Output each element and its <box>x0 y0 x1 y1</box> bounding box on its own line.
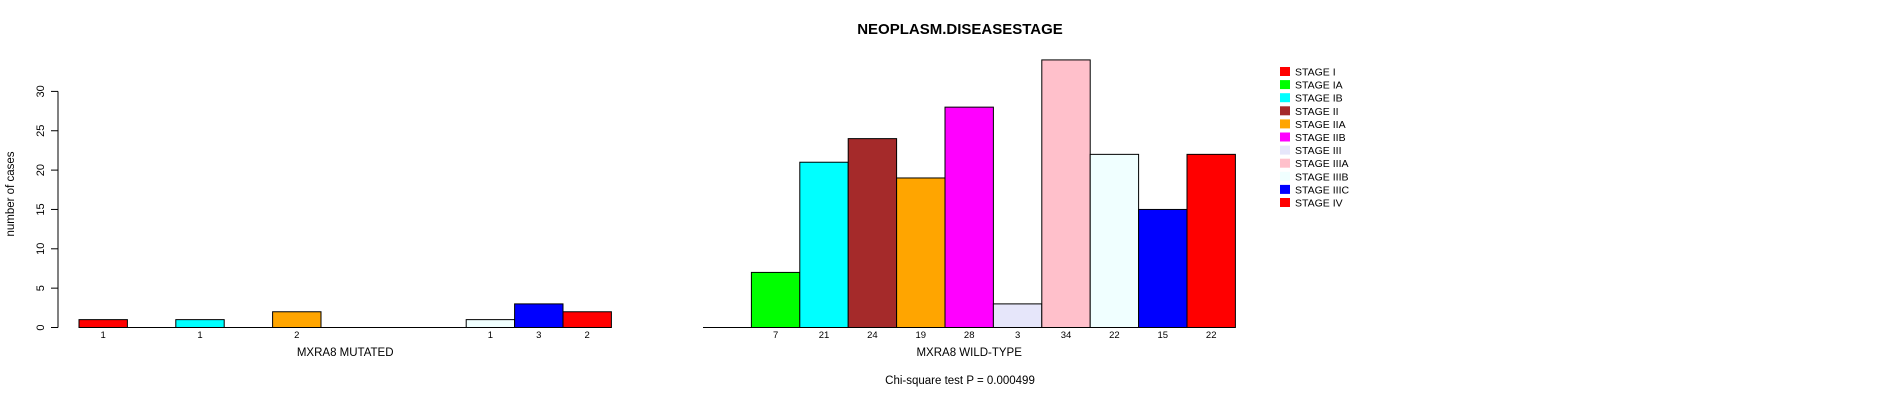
y-tick-label: 5 <box>35 285 47 291</box>
legend-swatch <box>1280 171 1290 181</box>
bar <box>944 106 994 328</box>
bar-value-label: 34 <box>1061 330 1072 341</box>
legend-label: STAGE IV <box>1295 198 1343 210</box>
group-labels: MXRA8 MUTATED MXRA8 WILD-TYPE <box>297 347 1022 359</box>
legend-swatch <box>1280 132 1290 142</box>
bar-value-label: 2 <box>294 330 299 341</box>
y-tick-label: 25 <box>35 125 47 137</box>
legend-swatch <box>1280 198 1290 207</box>
chart-title: NEOPLASM.DISEASESTAGE <box>857 21 1063 38</box>
bar <box>514 303 564 329</box>
y-tick-label: 10 <box>35 243 47 255</box>
y-tick-label: 0 <box>35 324 47 330</box>
bar <box>1089 153 1140 328</box>
bar <box>1041 59 1091 328</box>
bar-value-label: 15 <box>1158 330 1169 341</box>
bar-value-label: 7 <box>773 330 778 341</box>
legend-label: STAGE IIIC <box>1295 184 1349 196</box>
bar <box>1138 208 1188 328</box>
legend-label: STAGE I <box>1295 67 1336 79</box>
legend-swatch <box>1280 67 1290 76</box>
y-tick-label: 30 <box>35 85 47 97</box>
legend-label: STAGE II <box>1295 106 1339 118</box>
y-tick-label: 20 <box>35 164 47 176</box>
bar-value-label: 3 <box>536 330 541 341</box>
bar-value-label: 1 <box>488 330 493 341</box>
legend-swatch <box>1280 106 1290 116</box>
legend-swatch <box>1280 119 1290 129</box>
y-axis-label: number of cases <box>5 151 17 236</box>
bar <box>465 319 516 329</box>
bar <box>992 303 1043 329</box>
group-label: MXRA8 MUTATED <box>297 347 394 359</box>
bar-value-label: 22 <box>1109 330 1120 341</box>
bar-value-label: 24 <box>867 330 878 341</box>
bar <box>799 161 849 328</box>
bar <box>562 311 612 329</box>
bar <box>78 319 128 329</box>
legend-label: STAGE IB <box>1295 93 1343 105</box>
legend-swatch <box>1280 145 1290 155</box>
y-tick-label: 15 <box>35 203 47 215</box>
legend-swatch <box>1280 93 1290 103</box>
legend-swatch <box>1280 184 1290 194</box>
legend-label: STAGE IIIA <box>1295 158 1348 170</box>
bar-value-label: 3 <box>1015 330 1020 341</box>
bar-value-label: 1 <box>101 330 106 341</box>
bar-value-label: 19 <box>916 330 927 341</box>
bar-value-label: 2 <box>585 330 590 341</box>
bar-value-label: 22 <box>1206 330 1217 341</box>
bar <box>175 319 225 329</box>
legend-swatch <box>1280 80 1290 90</box>
bar-value-label: 1 <box>197 330 202 341</box>
bar <box>272 311 322 329</box>
bar <box>750 271 801 329</box>
y-axis: 0 5 10 15 20 25 30 <box>35 85 59 331</box>
legend-label: STAGE IIA <box>1295 119 1346 131</box>
bar-value-label: 28 <box>964 330 975 341</box>
bar-labels: 1 1 2 1 3 2 7 21 24 19 28 3 34 22 15 22 <box>101 330 1217 341</box>
bars <box>78 59 1236 329</box>
chi-square-footnote: Chi-square test P = 0.000499 <box>885 375 1035 387</box>
legend-label: STAGE IIB <box>1295 132 1346 144</box>
legend-label: STAGE III <box>1295 145 1341 157</box>
legend-label: STAGE IA <box>1295 80 1343 92</box>
bar-value-label: 21 <box>819 330 830 341</box>
bar <box>847 138 898 328</box>
group-label: MXRA8 WILD-TYPE <box>916 347 1022 359</box>
legend-swatch <box>1280 158 1290 168</box>
bar <box>1186 153 1236 328</box>
legend-label: STAGE IIIB <box>1295 171 1348 183</box>
bar <box>896 177 946 328</box>
